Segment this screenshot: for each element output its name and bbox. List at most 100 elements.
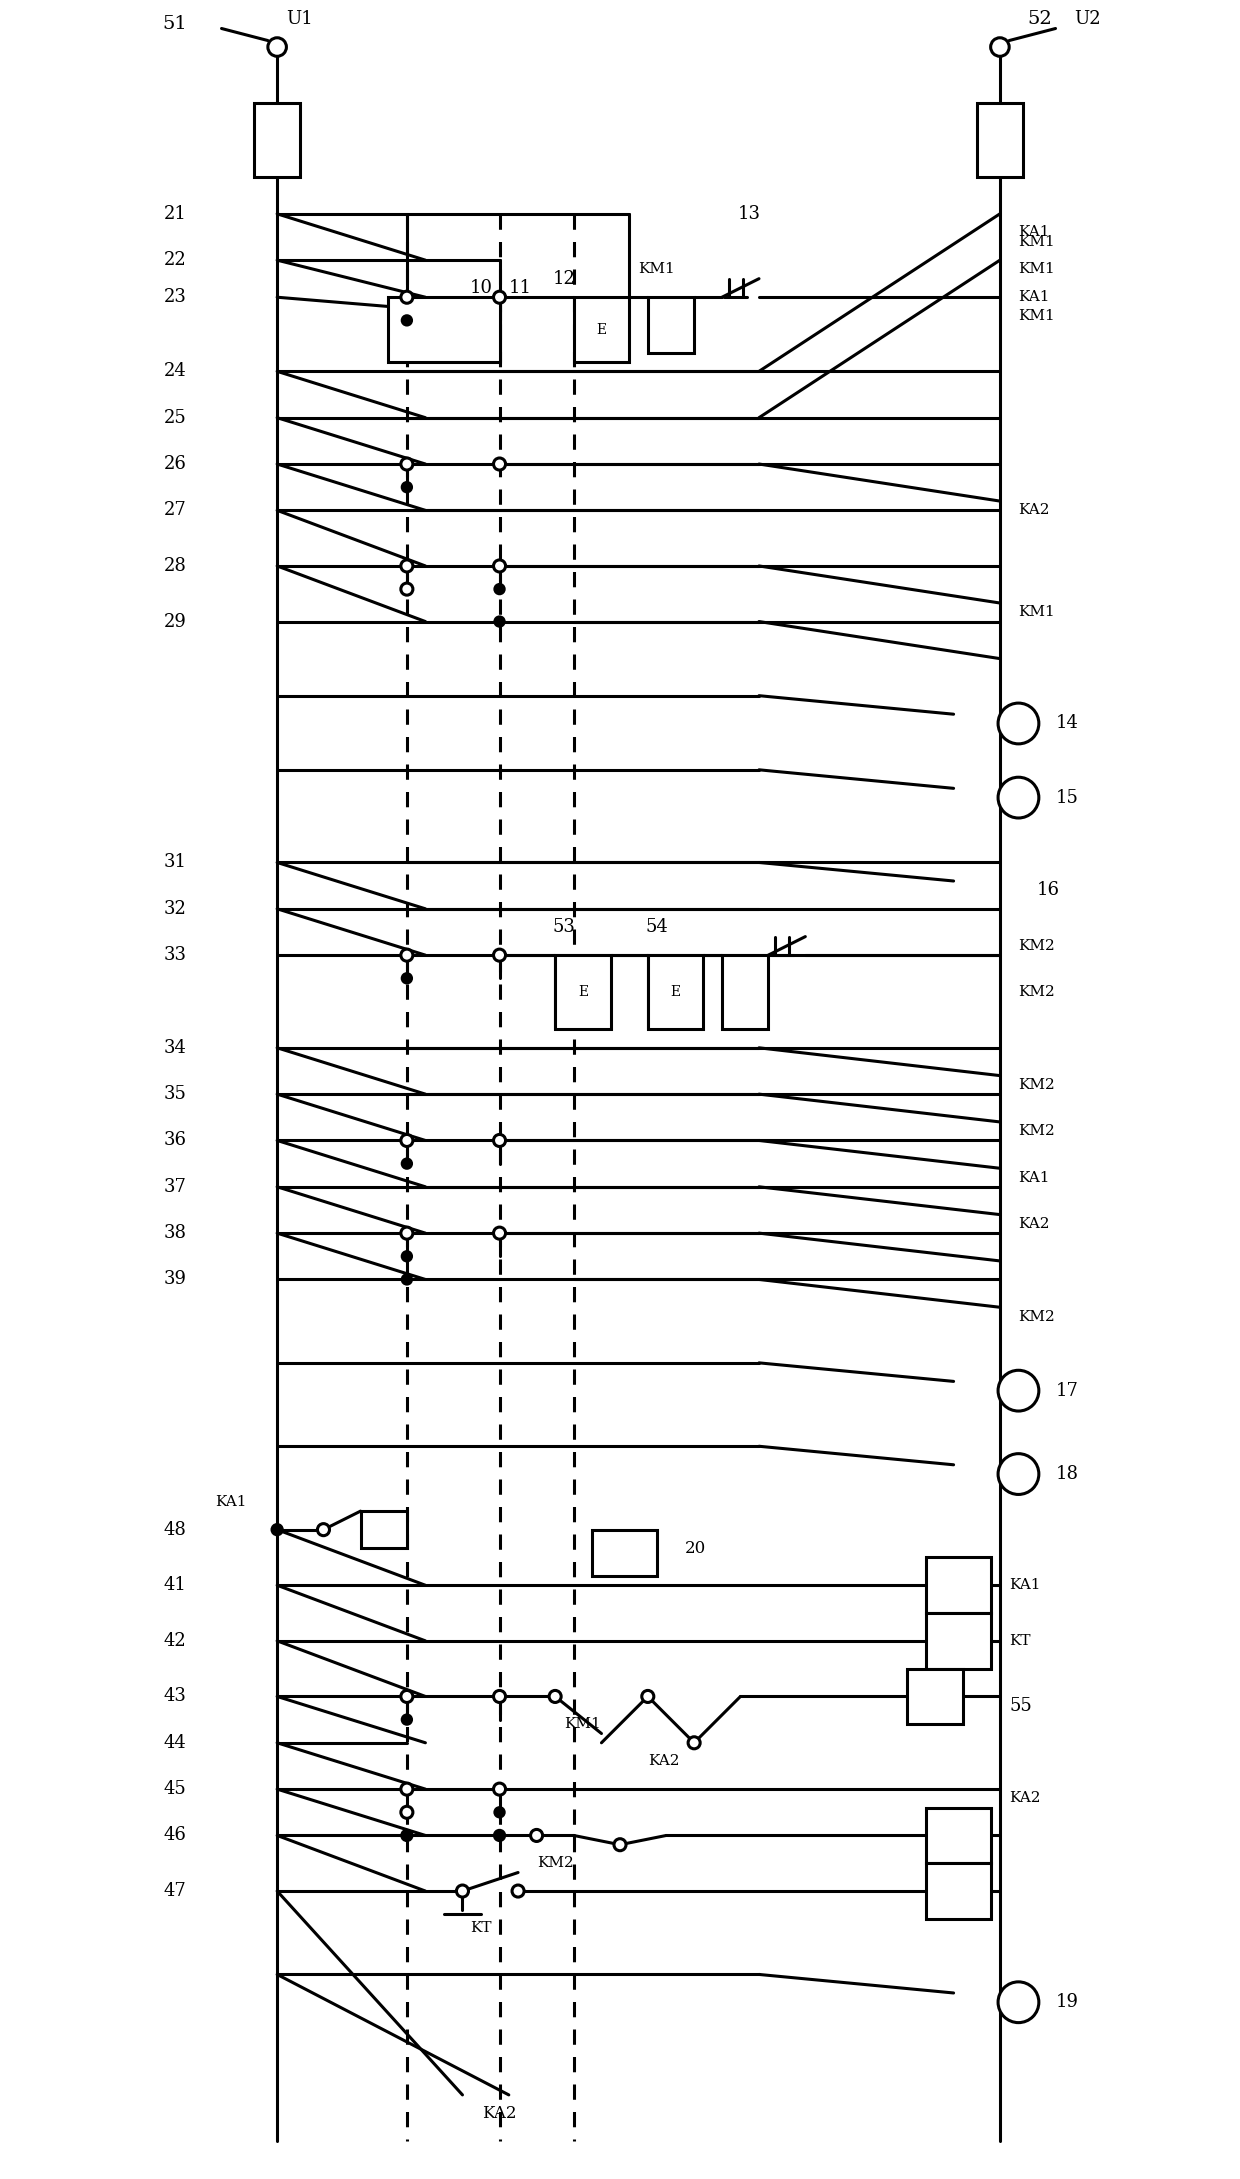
Text: KA2: KA2 [482, 2105, 517, 2122]
Circle shape [495, 1830, 505, 1841]
Circle shape [317, 1523, 330, 1536]
Circle shape [494, 560, 506, 571]
Circle shape [456, 1885, 469, 1898]
Text: 12: 12 [553, 270, 575, 288]
Circle shape [614, 1839, 626, 1850]
Bar [556, 954, 611, 1028]
Text: 11: 11 [508, 279, 532, 296]
Circle shape [401, 1806, 413, 1817]
Circle shape [531, 1830, 543, 1841]
Circle shape [494, 950, 506, 961]
Text: KM2: KM2 [537, 1857, 574, 1870]
Text: KM2: KM2 [1018, 985, 1055, 1000]
Text: 51: 51 [162, 15, 187, 33]
Text: KA1: KA1 [1009, 1578, 1040, 1593]
Circle shape [991, 37, 1009, 57]
Text: KM2: KM2 [1018, 1079, 1055, 1092]
Circle shape [401, 458, 413, 471]
Text: 16: 16 [1037, 880, 1060, 900]
Text: KM2: KM2 [1018, 1124, 1055, 1137]
Text: KM1: KM1 [1018, 309, 1055, 322]
Text: KA1: KA1 [215, 1495, 247, 1508]
Text: 34: 34 [164, 1039, 187, 1057]
Circle shape [998, 704, 1039, 743]
Circle shape [998, 1371, 1039, 1412]
Text: 37: 37 [164, 1179, 187, 1196]
Circle shape [998, 778, 1039, 817]
Text: KA1: KA1 [1018, 224, 1050, 240]
Bar [361, 1510, 407, 1549]
Bar [926, 1863, 991, 1920]
Text: KA2: KA2 [1018, 1216, 1050, 1231]
Bar [977, 102, 1023, 176]
Text: 41: 41 [164, 1575, 187, 1595]
Text: 45: 45 [164, 1780, 186, 1798]
Circle shape [494, 458, 506, 471]
Text: 23: 23 [164, 288, 187, 307]
Circle shape [549, 1691, 562, 1702]
Circle shape [402, 1159, 412, 1168]
Text: 28: 28 [164, 558, 187, 575]
Text: 26: 26 [164, 455, 187, 473]
Text: 24: 24 [164, 362, 186, 381]
Text: 19: 19 [1055, 1994, 1079, 2011]
Text: KT: KT [1009, 1634, 1030, 1647]
Circle shape [495, 617, 505, 625]
Text: 39: 39 [164, 1270, 187, 1288]
Text: U1: U1 [286, 11, 314, 28]
Text: KM1: KM1 [564, 1717, 601, 1732]
Text: 17: 17 [1055, 1381, 1079, 1399]
Text: 44: 44 [164, 1734, 186, 1752]
Circle shape [401, 1691, 413, 1702]
Text: 46: 46 [164, 1826, 187, 1843]
Text: KM1: KM1 [1018, 235, 1055, 248]
Text: 32: 32 [164, 900, 187, 917]
Text: 52: 52 [1028, 11, 1053, 28]
Text: E: E [578, 985, 588, 1000]
Circle shape [998, 1453, 1039, 1495]
Text: KM2: KM2 [1018, 939, 1055, 952]
Circle shape [495, 584, 505, 593]
Text: 13: 13 [738, 205, 761, 222]
Text: 53: 53 [553, 917, 575, 937]
Text: KM2: KM2 [1018, 1310, 1055, 1323]
Text: KA1: KA1 [1018, 290, 1050, 305]
Bar [722, 954, 769, 1028]
Text: 48: 48 [164, 1521, 187, 1538]
Bar [926, 1809, 991, 1863]
Bar [926, 1558, 991, 1612]
Text: 20: 20 [684, 1541, 706, 1556]
Text: KA2: KA2 [1009, 1791, 1040, 1806]
Text: 35: 35 [164, 1085, 187, 1103]
Text: 54: 54 [646, 917, 668, 937]
Text: 38: 38 [164, 1225, 187, 1242]
Text: 43: 43 [164, 1687, 187, 1706]
Circle shape [401, 292, 413, 303]
Text: 22: 22 [164, 251, 186, 270]
Circle shape [402, 316, 412, 325]
Bar [647, 296, 694, 353]
Text: 25: 25 [164, 410, 186, 427]
Circle shape [401, 1227, 413, 1240]
Text: KM1: KM1 [1018, 606, 1055, 619]
Circle shape [272, 1525, 283, 1534]
Text: KA1: KA1 [1018, 1170, 1050, 1185]
Circle shape [401, 950, 413, 961]
Text: 15: 15 [1055, 789, 1079, 806]
Text: E: E [596, 322, 606, 336]
Bar [908, 1669, 962, 1724]
Text: KA2: KA2 [1018, 503, 1050, 516]
Circle shape [688, 1737, 701, 1750]
Text: 55: 55 [1009, 1697, 1032, 1715]
Bar [574, 296, 629, 362]
Circle shape [494, 292, 506, 303]
Circle shape [494, 1227, 506, 1240]
Circle shape [401, 1135, 413, 1146]
Text: U2: U2 [1074, 11, 1101, 28]
Text: 33: 33 [164, 946, 187, 963]
Bar [388, 296, 500, 362]
Circle shape [494, 1135, 506, 1146]
Circle shape [402, 482, 412, 492]
Text: 27: 27 [164, 501, 186, 519]
Text: 10: 10 [470, 279, 492, 296]
